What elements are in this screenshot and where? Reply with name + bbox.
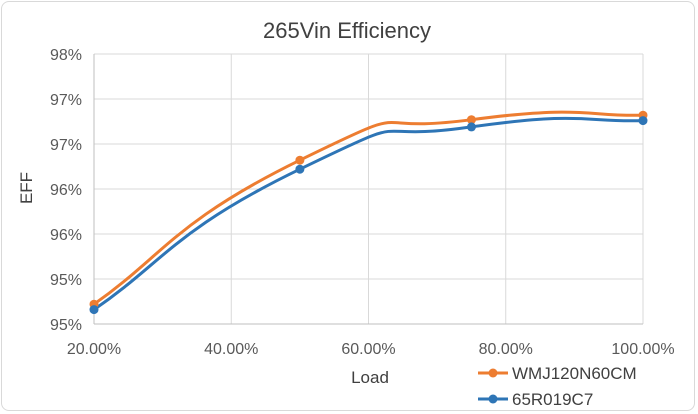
data-point <box>295 155 305 165</box>
series-line-0 <box>92 110 645 306</box>
data-point <box>295 164 305 174</box>
x-tick-label: 100.00% <box>611 341 674 358</box>
data-point <box>466 122 476 132</box>
gridlines <box>93 53 644 325</box>
y-tick-label: 98% <box>50 47 82 64</box>
series-points <box>89 110 648 315</box>
y-tick-label: 96% <box>50 227 82 244</box>
chart-title: 265Vin Efficiency <box>263 18 431 43</box>
legend-swatch-marker <box>488 394 498 404</box>
y-tick-label: 95% <box>50 317 82 334</box>
series-line-1 <box>92 116 645 312</box>
data-point <box>466 115 476 125</box>
x-tick-label: 60.00% <box>341 341 395 358</box>
x-tick-label: 20.00% <box>67 341 121 358</box>
y-tick-label: 97% <box>50 137 82 154</box>
legend: WMJ120N60CM 65R019C7 <box>478 364 637 409</box>
data-point <box>638 116 648 126</box>
legend-label: WMJ120N60CM <box>512 364 637 383</box>
y-axis-title: EFF <box>17 172 36 204</box>
legend-swatch-marker <box>488 368 498 378</box>
x-tick-label: 40.00% <box>204 341 258 358</box>
y-tick-label: 96% <box>50 182 82 199</box>
x-tick-label: 80.00% <box>479 341 533 358</box>
y-tick-label: 97% <box>50 92 82 109</box>
x-axis-title: Load <box>351 368 389 387</box>
y-axis-ticks: 98% 97% 97% 96% 96% 95% 95% <box>50 47 82 334</box>
series-lines <box>92 110 645 312</box>
legend-label: 65R019C7 <box>512 390 593 409</box>
x-axis-ticks: 20.00% 40.00% 60.00% 80.00% 100.00% <box>67 341 675 358</box>
data-point <box>89 305 99 315</box>
y-tick-label: 95% <box>50 272 82 289</box>
